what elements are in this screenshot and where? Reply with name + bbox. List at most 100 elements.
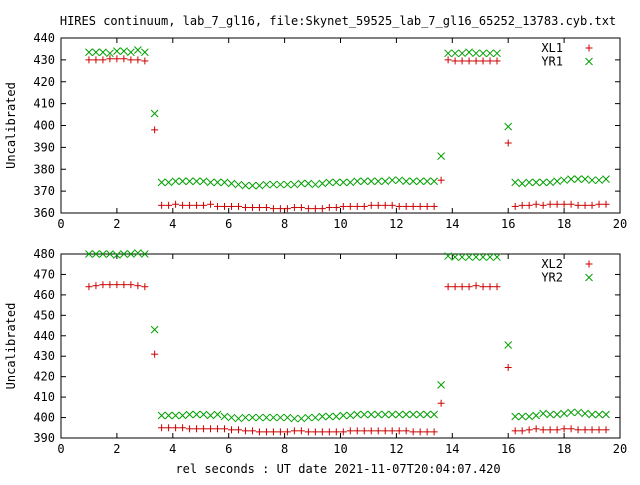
bottom-point-yr2 (444, 252, 452, 260)
bottom-point-xl2 (518, 427, 526, 435)
top-point-xl1 (92, 56, 100, 64)
top-point-xl1 (318, 205, 326, 213)
bottom-point-xl2 (200, 425, 208, 433)
top-point-xl1 (360, 202, 368, 210)
bottom-point-xl2 (85, 283, 93, 291)
top-point-yr1 (388, 176, 397, 185)
top-point-xl1 (588, 201, 596, 209)
bottom-point-xl2 (221, 425, 229, 433)
bottom-x-tick-label: 10 (333, 442, 347, 456)
bottom-point-xl2 (127, 281, 135, 289)
top-point-xl1 (207, 200, 215, 208)
top-point-xl1 (339, 202, 347, 210)
top-point-yr1 (423, 177, 431, 186)
bottom-point-yr2 (546, 410, 554, 419)
top-point-yr1 (451, 49, 459, 58)
top-point-xl1 (283, 205, 291, 213)
top-point-yr1 (220, 178, 229, 187)
bottom-point-yr2 (602, 410, 610, 419)
top-point-xl1 (511, 202, 519, 210)
bottom-point-xl2 (588, 426, 596, 434)
top-legend-marker-yr1 (585, 57, 593, 66)
top-point-yr1 (297, 179, 306, 188)
top-point-yr1 (206, 178, 215, 187)
bottom-point-yr2 (493, 253, 501, 261)
bottom-legend-label-yr2: YR2 (541, 271, 563, 285)
top-point-xl1 (486, 57, 494, 65)
top-point-yr1 (234, 180, 243, 189)
bottom-point-yr2 (525, 412, 534, 421)
plot-bottom: 0 2 4 6 8 10 12 14 16 18 20 390 400 410 420 430 440 450 46… (4, 247, 627, 456)
bottom-series-yr2 (85, 249, 610, 423)
bottom-point-yr2 (262, 413, 271, 422)
bottom-point-yr2 (416, 410, 425, 419)
top-point-xl1 (269, 205, 277, 213)
bottom-point-yr2 (504, 341, 513, 349)
top-y-tick-label: 440 (33, 31, 55, 45)
top-point-xl1 (416, 202, 424, 210)
top-point-xl1 (262, 204, 270, 212)
top-point-xl1 (518, 201, 526, 209)
bottom-point-yr2 (304, 413, 313, 422)
top-point-xl1 (85, 56, 93, 64)
top-point-yr1 (140, 48, 149, 57)
top-point-xl1 (297, 204, 305, 212)
bottom-x-tick-label: 20 (613, 442, 627, 456)
top-point-xl1 (374, 201, 382, 209)
top-point-xl1 (134, 56, 142, 64)
top-point-yr1 (381, 177, 390, 186)
bottom-point-xl2 (186, 425, 194, 433)
bottom-point-xl2 (134, 282, 142, 290)
top-point-xl1 (493, 57, 501, 65)
top-point-yr1 (339, 178, 348, 187)
top-point-xl1 (539, 201, 547, 209)
top-point-yr1 (99, 48, 107, 57)
bottom-point-xl2 (141, 283, 149, 291)
bottom-point-xl2 (106, 281, 114, 289)
bottom-y-tick-label: 400 (33, 411, 55, 425)
bottom-point-xl2 (158, 424, 166, 432)
bottom-point-xl2 (297, 427, 305, 435)
bottom-point-xl2 (318, 428, 326, 436)
top-point-yr1 (192, 177, 201, 186)
bottom-point-yr2 (120, 250, 128, 258)
bottom-x-tick-label: 8 (281, 442, 288, 456)
top-legend-marker-xl1 (585, 44, 593, 52)
top-point-xl1 (381, 201, 389, 209)
top-point-yr1 (353, 177, 362, 186)
bottom-point-xl2 (311, 428, 319, 436)
bottom-point-yr2 (213, 410, 222, 419)
top-point-xl1 (120, 55, 128, 63)
bottom-point-xl2 (532, 425, 540, 433)
top-point-yr1 (213, 178, 222, 187)
top-point-xl1 (179, 201, 187, 209)
top-point-xl1 (99, 56, 107, 64)
top-point-yr1 (574, 175, 582, 183)
bottom-legend-marker-xl2 (585, 260, 593, 268)
bottom-x-tick-label: 6 (225, 442, 232, 456)
bottom-point-xl2 (179, 424, 187, 432)
bottom-point-yr2 (511, 412, 520, 421)
top-legend-label-xl1: XL1 (541, 41, 563, 55)
bottom-point-yr2 (539, 409, 547, 418)
bottom-point-xl2 (332, 428, 340, 436)
x-axis-label: rel seconds : UT date 2021-11-07T20:04:0… (175, 462, 500, 476)
bottom-point-yr2 (241, 413, 250, 422)
top-y-tick-label: 420 (33, 75, 55, 89)
bottom-point-yr2 (574, 408, 582, 417)
bottom-point-yr2 (248, 413, 257, 422)
bottom-x-tick-label: 12 (389, 442, 403, 456)
bottom-point-yr2 (206, 411, 215, 420)
top-y-tick-label: 400 (33, 119, 55, 133)
bottom-point-xl2 (151, 350, 159, 358)
top-point-xl1 (165, 201, 173, 209)
bottom-point-yr2 (451, 253, 459, 261)
top-point-xl1 (234, 202, 242, 210)
top-point-yr1 (402, 177, 411, 186)
chart-title: HIRES continuum, lab_7_gl16, file:Skynet… (60, 14, 616, 28)
top-point-yr1 (595, 176, 603, 185)
bottom-point-yr2 (458, 253, 466, 261)
bottom-point-xl2 (360, 427, 368, 435)
bottom-point-xl2 (511, 427, 519, 435)
